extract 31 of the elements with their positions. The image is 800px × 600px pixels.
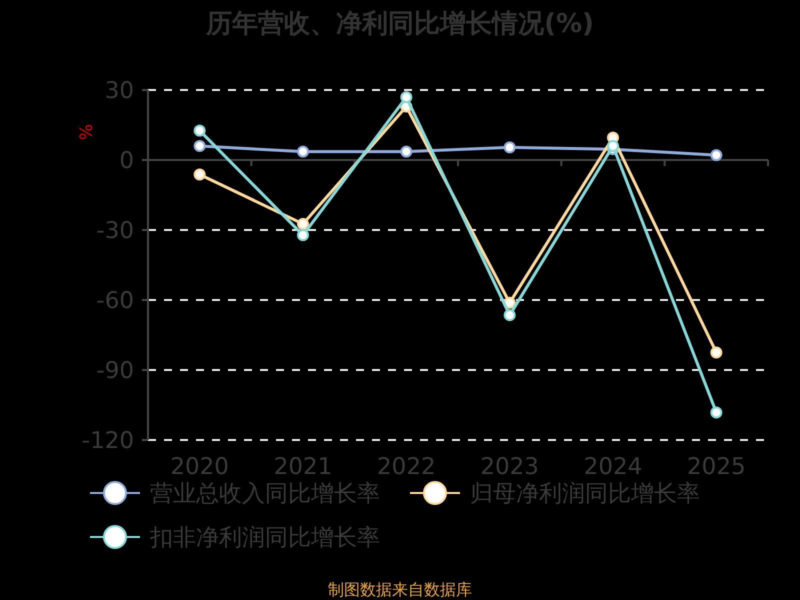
point (194, 140, 206, 152)
x-tick-label: 2021 (274, 454, 332, 480)
legend-label: 扣非净利润同比增长率 (149, 525, 380, 551)
y-axis-title: % (77, 124, 97, 140)
x-tick-label: 2025 (687, 454, 746, 480)
point (297, 229, 309, 242)
point (710, 346, 722, 358)
x-tick-label: 2022 (377, 454, 436, 480)
x-tick-label: 2024 (584, 454, 642, 480)
x-tick-label: 2023 (480, 454, 539, 480)
text: 制图数据来自数据库 (328, 580, 472, 599)
legend-label: 归母净利润同比增长率 (470, 481, 700, 507)
point (297, 146, 309, 158)
point (710, 149, 722, 162)
point (400, 91, 412, 104)
point (504, 141, 516, 154)
point (400, 146, 412, 158)
point (194, 124, 206, 137)
legend-label: 营业总收入同比增长率 (150, 481, 380, 507)
y-tick-label: -60 (96, 288, 134, 314)
y-tick-label: -90 (96, 358, 134, 384)
point (504, 309, 516, 322)
point (297, 218, 309, 230)
point (710, 406, 722, 418)
x-tick-label: 2020 (170, 454, 229, 480)
y-tick-label: -30 (96, 218, 134, 244)
y-tick-label: -120 (82, 428, 134, 454)
y-tick-label: 30 (104, 78, 134, 104)
point (607, 140, 619, 152)
point (194, 168, 206, 180)
y-tick-label: 0 (119, 148, 134, 174)
